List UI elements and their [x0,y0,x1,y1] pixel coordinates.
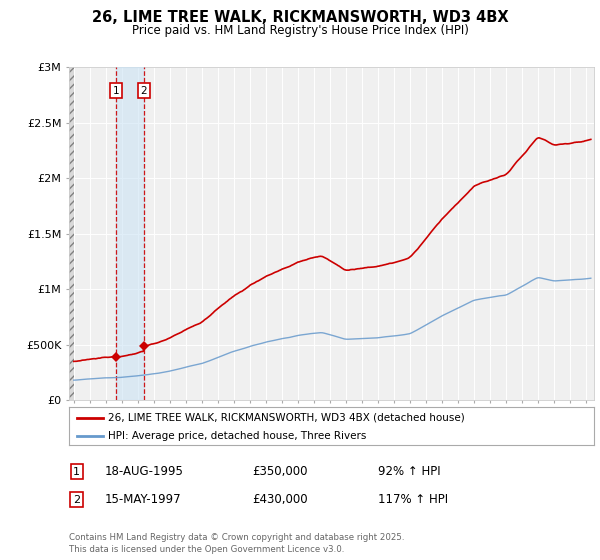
Text: 18-AUG-1995: 18-AUG-1995 [105,465,184,478]
Text: Contains HM Land Registry data © Crown copyright and database right 2025.
This d: Contains HM Land Registry data © Crown c… [69,533,404,554]
Text: 1: 1 [73,466,80,477]
Text: HPI: Average price, detached house, Three Rivers: HPI: Average price, detached house, Thre… [109,431,367,441]
Text: 26, LIME TREE WALK, RICKMANSWORTH, WD3 4BX (detached house): 26, LIME TREE WALK, RICKMANSWORTH, WD3 4… [109,413,465,423]
Text: Price paid vs. HM Land Registry's House Price Index (HPI): Price paid vs. HM Land Registry's House … [131,24,469,36]
Text: 1: 1 [113,86,119,96]
Text: 26, LIME TREE WALK, RICKMANSWORTH, WD3 4BX: 26, LIME TREE WALK, RICKMANSWORTH, WD3 4… [92,10,508,25]
Text: 117% ↑ HPI: 117% ↑ HPI [378,493,448,506]
Text: 15-MAY-1997: 15-MAY-1997 [105,493,182,506]
Bar [116,67,144,400]
Text: 92% ↑ HPI: 92% ↑ HPI [378,465,440,478]
Text: £350,000: £350,000 [252,465,308,478]
Text: 2: 2 [73,494,80,505]
Text: £430,000: £430,000 [252,493,308,506]
Text: 2: 2 [140,86,147,96]
Bar [69,67,74,400]
